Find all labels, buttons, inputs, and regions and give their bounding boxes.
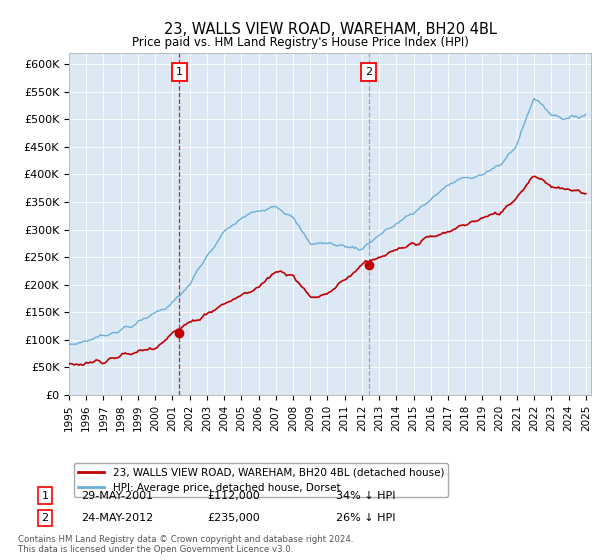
Text: 34% ↓ HPI: 34% ↓ HPI — [336, 491, 395, 501]
Title: 23, WALLS VIEW ROAD, WAREHAM, BH20 4BL: 23, WALLS VIEW ROAD, WAREHAM, BH20 4BL — [164, 22, 496, 37]
Text: 29-MAY-2001: 29-MAY-2001 — [81, 491, 153, 501]
Text: 1: 1 — [176, 67, 183, 77]
Text: 26% ↓ HPI: 26% ↓ HPI — [336, 513, 395, 523]
Text: 1: 1 — [41, 491, 49, 501]
Text: 2: 2 — [365, 67, 373, 77]
Text: Contains HM Land Registry data © Crown copyright and database right 2024.: Contains HM Land Registry data © Crown c… — [18, 535, 353, 544]
Text: £235,000: £235,000 — [207, 513, 260, 523]
Text: Price paid vs. HM Land Registry's House Price Index (HPI): Price paid vs. HM Land Registry's House … — [131, 36, 469, 49]
Text: £112,000: £112,000 — [207, 491, 260, 501]
Legend: 23, WALLS VIEW ROAD, WAREHAM, BH20 4BL (detached house), HPI: Average price, det: 23, WALLS VIEW ROAD, WAREHAM, BH20 4BL (… — [74, 463, 448, 497]
Text: 2: 2 — [41, 513, 49, 523]
Text: This data is licensed under the Open Government Licence v3.0.: This data is licensed under the Open Gov… — [18, 545, 293, 554]
Text: 24-MAY-2012: 24-MAY-2012 — [81, 513, 153, 523]
